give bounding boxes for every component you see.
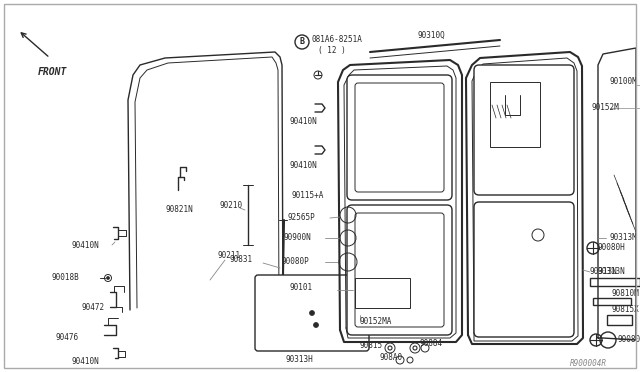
Text: 90210: 90210 <box>220 201 243 209</box>
Text: 90313N: 90313N <box>590 267 618 276</box>
Text: 90080P: 90080P <box>282 257 310 266</box>
Text: 90884: 90884 <box>420 339 443 347</box>
FancyBboxPatch shape <box>347 205 452 335</box>
FancyBboxPatch shape <box>355 213 444 327</box>
Text: 90100M: 90100M <box>610 77 637 87</box>
FancyBboxPatch shape <box>255 275 369 351</box>
Text: 90476: 90476 <box>55 334 78 343</box>
FancyBboxPatch shape <box>347 75 452 200</box>
Text: 90810M: 90810M <box>612 289 640 298</box>
Text: 90313H: 90313H <box>286 356 314 365</box>
Text: B: B <box>300 38 305 46</box>
Text: 90410N: 90410N <box>72 241 100 250</box>
Text: 90018B: 90018B <box>52 273 80 282</box>
Circle shape <box>314 323 319 327</box>
Text: 90310Q: 90310Q <box>418 31 445 39</box>
Bar <box>355 278 410 308</box>
Circle shape <box>106 276 109 279</box>
Text: 90831: 90831 <box>230 256 253 264</box>
Text: 90152M: 90152M <box>592 103 620 112</box>
Bar <box>590 278 640 286</box>
Text: 90080H: 90080H <box>598 244 626 253</box>
Text: 90313N: 90313N <box>598 267 626 276</box>
Text: 90815: 90815 <box>360 340 383 350</box>
Text: 92565P: 92565P <box>288 214 316 222</box>
FancyBboxPatch shape <box>474 202 574 337</box>
Text: R900004R: R900004R <box>570 359 607 368</box>
Text: 90211: 90211 <box>218 250 241 260</box>
Text: 90472: 90472 <box>82 304 105 312</box>
Text: 90410N: 90410N <box>290 160 317 170</box>
Text: ( 12 ): ( 12 ) <box>318 45 346 55</box>
Bar <box>607 315 632 325</box>
Text: 908A0: 908A0 <box>380 353 403 362</box>
Text: 90821N: 90821N <box>165 205 193 215</box>
Text: 90815X: 90815X <box>612 305 640 314</box>
Text: 90410N: 90410N <box>72 357 100 366</box>
Bar <box>593 298 631 305</box>
Text: 90900N: 90900N <box>283 234 311 243</box>
Text: 90101: 90101 <box>290 283 313 292</box>
Text: 90410N: 90410N <box>290 118 317 126</box>
Text: 081A6-8251A: 081A6-8251A <box>312 35 363 45</box>
Circle shape <box>310 311 314 315</box>
Text: 90115+A: 90115+A <box>292 190 324 199</box>
FancyBboxPatch shape <box>474 65 574 195</box>
Text: 90152MA: 90152MA <box>360 317 392 327</box>
Text: 90080G: 90080G <box>618 336 640 344</box>
Text: 90313M: 90313M <box>610 234 637 243</box>
FancyBboxPatch shape <box>355 83 444 192</box>
Bar <box>490 82 540 147</box>
Text: FRONT: FRONT <box>38 67 67 77</box>
